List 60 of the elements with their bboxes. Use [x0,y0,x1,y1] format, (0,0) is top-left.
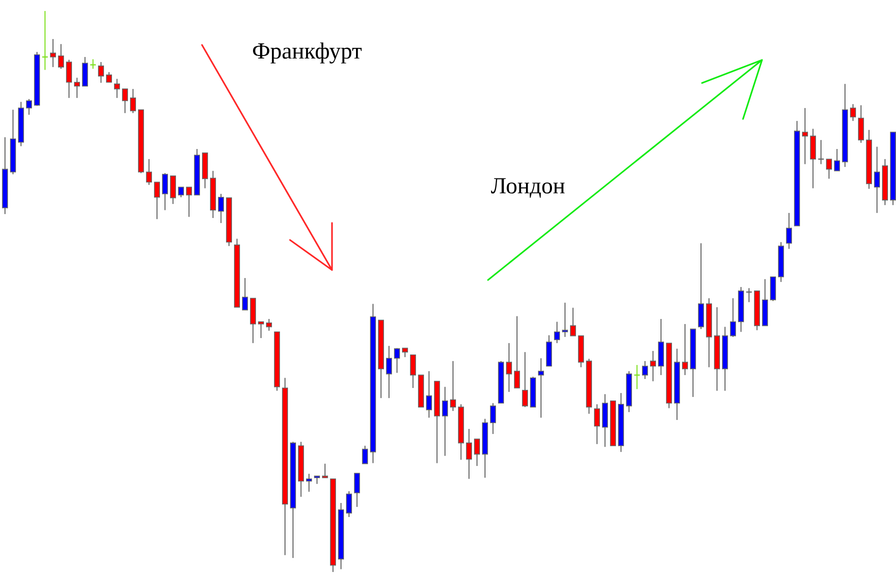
candlestick [858,104,864,144]
candlestick [514,316,520,388]
candlestick [122,88,128,114]
candlestick [834,148,840,172]
candlestick [810,128,816,189]
candlestick [698,242,704,330]
candlestick [554,321,560,344]
candlestick [322,463,328,478]
candlestick [114,78,120,98]
candlestick [522,352,528,408]
candlestick [410,354,416,388]
candlestick [466,428,472,480]
candlestick [650,350,656,382]
candlestick [74,77,80,98]
candlestick [562,302,568,338]
candlestick [162,172,168,211]
candlestick [850,104,856,122]
candlestick [242,278,248,310]
candlestick [26,98,32,116]
candlestick [66,59,72,98]
candlestick [426,370,432,418]
candlestick [490,402,496,434]
annotation: Франкфурт [253,42,362,64]
candlestick [786,212,792,250]
candlestick [90,58,96,70]
candlestick [58,44,64,70]
candlestick [802,108,808,165]
candlestick [570,307,576,336]
candlestick [386,345,392,399]
candlestick [538,358,544,418]
candlestick [82,56,88,87]
candlestick [186,186,192,218]
candlestick [266,318,272,332]
candlestick [106,72,112,83]
candlestick [50,38,56,68]
candlestick [450,360,456,412]
candlestick [474,438,480,466]
candlestick [306,473,312,492]
candlestick [98,62,104,84]
candlestick [682,324,688,376]
candlestick [506,342,512,392]
candlestick [354,472,360,508]
candlestick [362,445,368,464]
candlestick [154,182,160,220]
candlestick [730,298,736,338]
candlestick [826,158,832,180]
candlestick [642,360,648,380]
candlestick [258,321,264,339]
candlestick [178,186,184,198]
annotation: Лондон [491,178,565,198]
candlestick [442,386,448,456]
candlestick [170,175,176,204]
candlestick [346,490,352,518]
candlestick [594,404,600,445]
candlestick [874,146,880,214]
candlestick [394,348,400,374]
candlestick [770,276,776,302]
candlestick [130,88,136,114]
candlestick [146,158,152,186]
candlestick [218,193,224,224]
